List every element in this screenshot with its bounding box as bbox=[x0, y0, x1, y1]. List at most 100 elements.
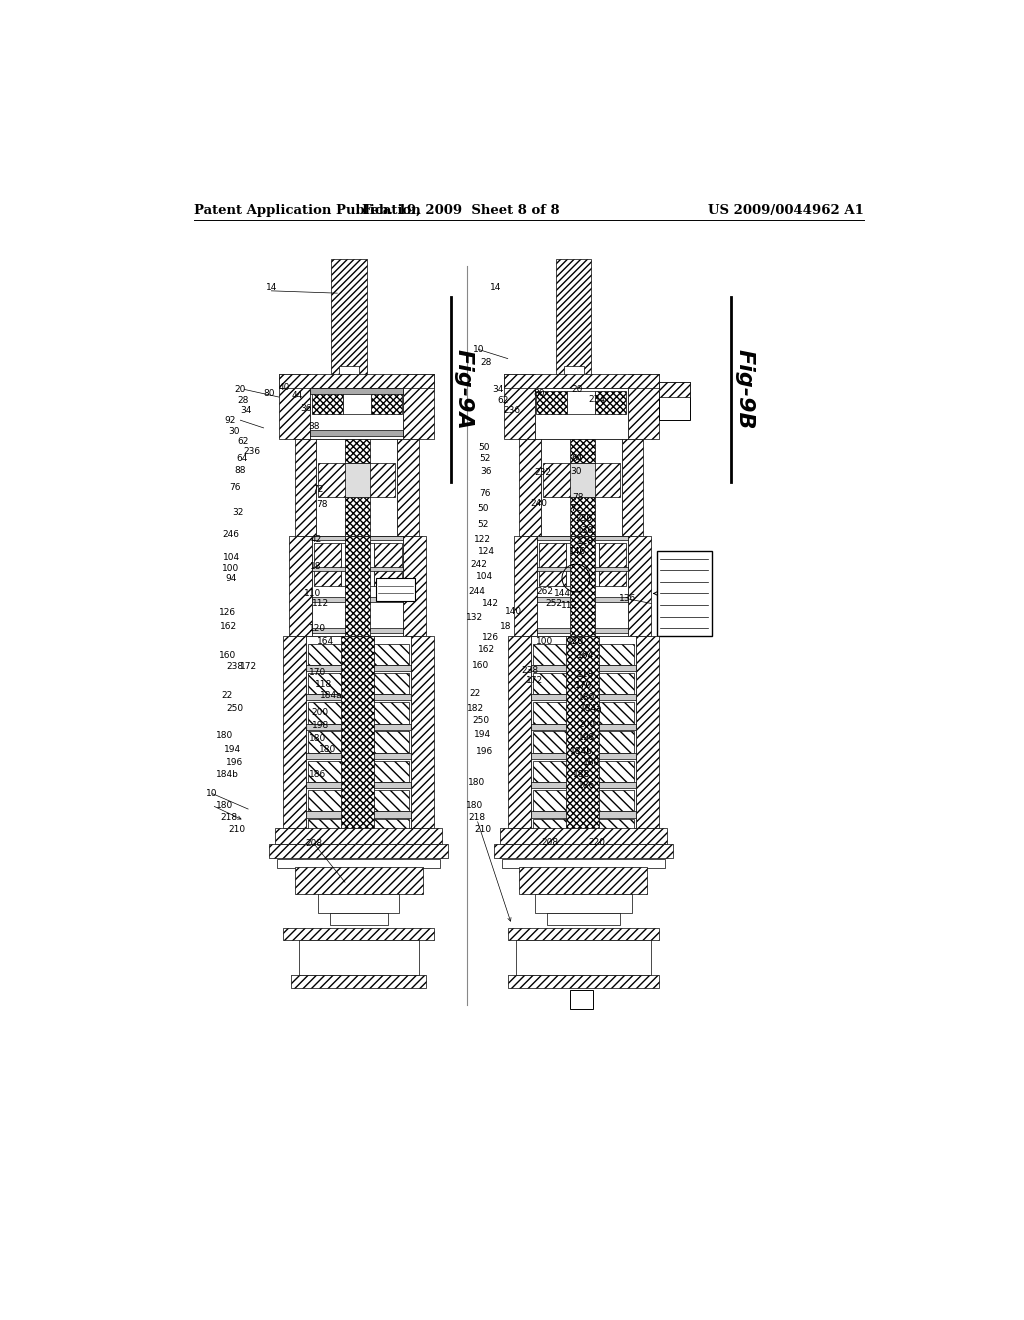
Text: 136: 136 bbox=[620, 594, 637, 603]
Bar bbox=[622, 440, 643, 536]
Bar bbox=[291, 974, 426, 989]
Bar bbox=[514, 536, 538, 636]
Bar bbox=[312, 566, 403, 572]
Text: Patent Application Publication: Patent Application Publication bbox=[194, 205, 421, 218]
Text: 100: 100 bbox=[537, 638, 554, 647]
Bar bbox=[532, 702, 634, 723]
Bar bbox=[566, 636, 599, 829]
Bar bbox=[628, 374, 658, 440]
Bar bbox=[345, 536, 370, 636]
Text: 36: 36 bbox=[480, 466, 492, 475]
Bar bbox=[531, 636, 636, 829]
Text: 112: 112 bbox=[561, 601, 579, 610]
Bar bbox=[508, 928, 658, 940]
Text: 194: 194 bbox=[474, 730, 492, 739]
Text: 126: 126 bbox=[219, 609, 236, 618]
Text: 120: 120 bbox=[309, 623, 327, 632]
Text: 76: 76 bbox=[479, 488, 490, 498]
Bar bbox=[538, 536, 628, 636]
Bar bbox=[569, 990, 593, 1010]
Bar bbox=[306, 812, 411, 817]
Text: 232: 232 bbox=[535, 469, 551, 477]
Bar bbox=[317, 894, 399, 913]
Bar bbox=[343, 391, 371, 414]
Text: 184b: 184b bbox=[216, 770, 239, 779]
Text: 208: 208 bbox=[542, 838, 559, 846]
Bar bbox=[306, 636, 411, 829]
Bar bbox=[312, 597, 403, 602]
Text: 180: 180 bbox=[216, 801, 233, 809]
Bar bbox=[341, 636, 375, 829]
Text: 142: 142 bbox=[482, 599, 500, 609]
Bar bbox=[519, 867, 647, 894]
Text: 238: 238 bbox=[226, 663, 244, 671]
Bar bbox=[658, 381, 690, 420]
Bar bbox=[508, 636, 531, 829]
Bar bbox=[310, 388, 403, 440]
Text: 62: 62 bbox=[498, 396, 509, 405]
Text: 230: 230 bbox=[575, 515, 592, 523]
Text: 118: 118 bbox=[314, 680, 332, 689]
Text: 130: 130 bbox=[577, 525, 594, 535]
Text: 32: 32 bbox=[232, 508, 244, 517]
Bar bbox=[504, 374, 535, 440]
Bar bbox=[538, 628, 628, 632]
Text: 104: 104 bbox=[476, 572, 494, 581]
Text: 14: 14 bbox=[490, 284, 502, 292]
Bar bbox=[599, 544, 627, 586]
Bar bbox=[345, 462, 370, 498]
Text: 162: 162 bbox=[477, 645, 495, 655]
Text: 238: 238 bbox=[521, 667, 538, 675]
Text: 72: 72 bbox=[312, 484, 324, 494]
Bar bbox=[345, 440, 370, 536]
Text: 40: 40 bbox=[279, 383, 290, 392]
Bar bbox=[308, 760, 410, 781]
Text: 160: 160 bbox=[472, 660, 489, 669]
Text: 100: 100 bbox=[222, 564, 240, 573]
Text: 122: 122 bbox=[474, 535, 492, 544]
Bar bbox=[310, 430, 403, 437]
Bar bbox=[531, 665, 636, 671]
Text: 194: 194 bbox=[224, 746, 242, 754]
Bar bbox=[494, 843, 673, 858]
Bar bbox=[532, 760, 634, 781]
Bar bbox=[299, 940, 419, 974]
Text: 104: 104 bbox=[222, 553, 240, 562]
Bar bbox=[312, 536, 403, 540]
Text: 124: 124 bbox=[477, 546, 495, 556]
Bar bbox=[316, 440, 397, 536]
Text: 76: 76 bbox=[229, 483, 241, 492]
Text: 184b: 184b bbox=[570, 747, 593, 756]
Bar bbox=[310, 388, 403, 395]
Bar bbox=[314, 544, 341, 586]
Bar bbox=[658, 381, 690, 397]
Text: 240: 240 bbox=[530, 499, 547, 508]
Bar bbox=[403, 536, 426, 636]
Bar bbox=[515, 940, 651, 974]
Bar bbox=[508, 974, 658, 989]
Text: 186: 186 bbox=[309, 770, 327, 779]
Bar bbox=[538, 597, 628, 602]
Bar bbox=[543, 462, 621, 498]
Text: 72: 72 bbox=[570, 504, 582, 513]
Text: 52: 52 bbox=[477, 520, 488, 528]
Bar bbox=[531, 841, 636, 847]
Bar bbox=[657, 552, 712, 636]
Text: 80: 80 bbox=[263, 389, 274, 397]
Bar bbox=[541, 440, 622, 536]
Text: 88: 88 bbox=[234, 466, 246, 475]
Text: US 2009/0044962 A1: US 2009/0044962 A1 bbox=[709, 205, 864, 218]
Text: 50: 50 bbox=[477, 504, 488, 513]
Text: 146: 146 bbox=[569, 546, 586, 556]
Text: 180: 180 bbox=[319, 746, 337, 754]
Bar bbox=[547, 913, 621, 924]
Bar bbox=[343, 374, 354, 380]
Bar bbox=[531, 812, 636, 817]
Text: 220: 220 bbox=[589, 838, 605, 846]
Text: 78: 78 bbox=[571, 492, 584, 502]
Text: 64: 64 bbox=[571, 454, 584, 463]
Text: 62: 62 bbox=[237, 437, 249, 446]
Text: 132: 132 bbox=[466, 612, 483, 622]
Text: 160: 160 bbox=[218, 651, 236, 660]
Text: 64: 64 bbox=[237, 454, 248, 463]
